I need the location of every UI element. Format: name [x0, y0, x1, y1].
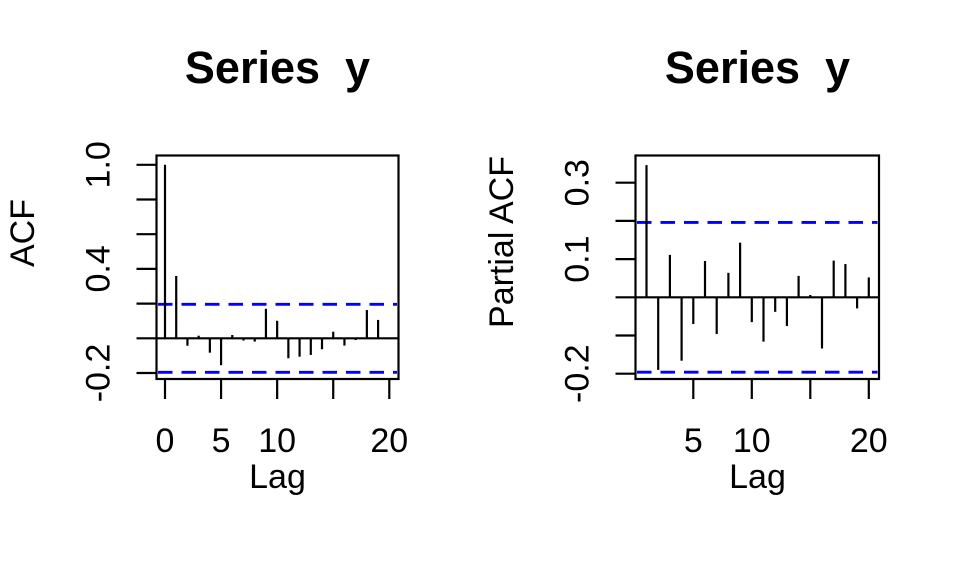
- plot-box: [155, 154, 400, 381]
- y-tick-label: -0.2: [80, 344, 118, 403]
- y-tick-label: 1.0: [80, 141, 118, 188]
- pacf-plot-area: 5 10 20 0.3 0.1 -0.2: [559, 154, 888, 460]
- acf-plot-area: 0 5 10 20 1.0 0.4 -0.2: [80, 141, 409, 460]
- acf-x-axis-title: Lag: [249, 458, 306, 496]
- x-tick-label: 0: [156, 422, 175, 460]
- x-tick-label: 10: [733, 422, 771, 460]
- plot-box: [634, 154, 881, 381]
- y-tick-label: 0.1: [559, 235, 597, 282]
- y-tick-label: -0.2: [559, 344, 597, 403]
- y-tick-label: 0.3: [559, 159, 597, 206]
- pacf-y-axis-title: Partial ACF: [483, 156, 521, 328]
- pacf-x-axis-title: Lag: [729, 458, 786, 496]
- pacf-panel: Series y Lag Partial ACF 5 10 20 0.3 0.1 -0.2: [483, 42, 888, 496]
- pacf-plot-title: Series y: [665, 42, 850, 93]
- acf-plot-title: Series y: [185, 42, 370, 93]
- y-tick-label: 0.4: [80, 245, 118, 292]
- x-tick-label: 10: [258, 422, 296, 460]
- x-tick-label: 5: [212, 422, 231, 460]
- x-tick-label: 20: [850, 422, 888, 460]
- x-tick-label: 5: [684, 422, 703, 460]
- acf-y-axis-title: ACF: [4, 199, 42, 267]
- acf-panel: Series y Lag ACF 0 5 10 20 1.0 0.4 -0.2: [4, 42, 408, 496]
- x-tick-label: 20: [370, 422, 408, 460]
